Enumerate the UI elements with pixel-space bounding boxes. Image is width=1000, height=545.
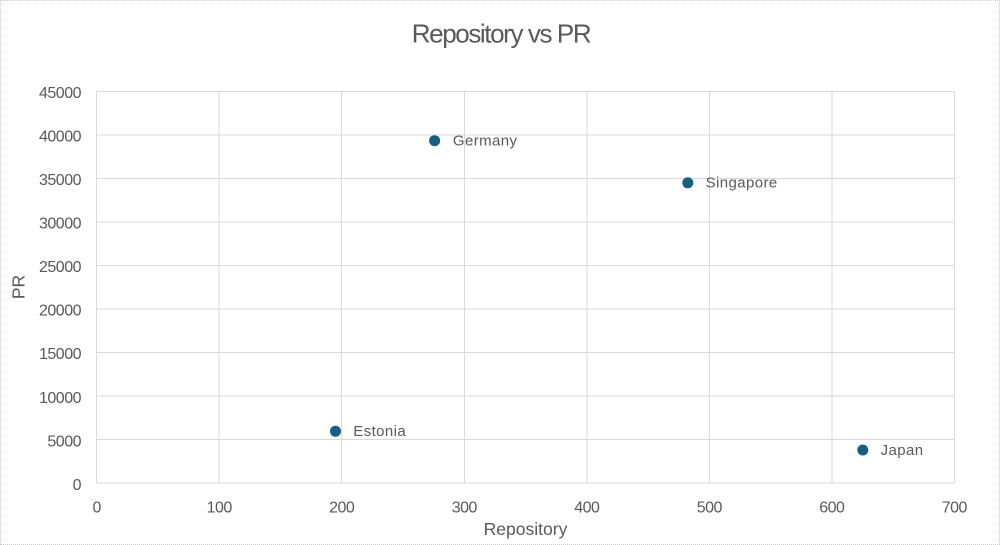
svg-text:Germany: Germany [453,133,518,150]
svg-text:Japan: Japan [881,442,924,459]
svg-text:30000: 30000 [39,216,82,233]
svg-text:500: 500 [697,499,723,516]
svg-text:15000: 15000 [39,346,82,363]
svg-text:300: 300 [452,499,478,516]
svg-text:200: 200 [329,499,355,516]
svg-text:45000: 45000 [39,85,82,102]
svg-text:Singapore: Singapore [706,175,778,192]
svg-text:100: 100 [207,499,233,516]
svg-text:25000: 25000 [39,259,82,276]
svg-text:Estonia: Estonia [353,423,406,440]
svg-text:40000: 40000 [39,129,82,146]
svg-text:400: 400 [574,499,600,516]
svg-text:PR: PR [8,275,28,299]
svg-text:0: 0 [92,499,101,516]
svg-text:35000: 35000 [39,172,82,189]
svg-text:10000: 10000 [39,390,82,407]
svg-text:5000: 5000 [47,433,81,450]
svg-text:600: 600 [819,499,845,516]
svg-text:0: 0 [73,477,82,494]
svg-text:Repository vs PR: Repository vs PR [412,18,591,48]
svg-text:Repository: Repository [484,519,568,539]
svg-text:20000: 20000 [39,303,82,320]
svg-text:700: 700 [942,499,968,516]
